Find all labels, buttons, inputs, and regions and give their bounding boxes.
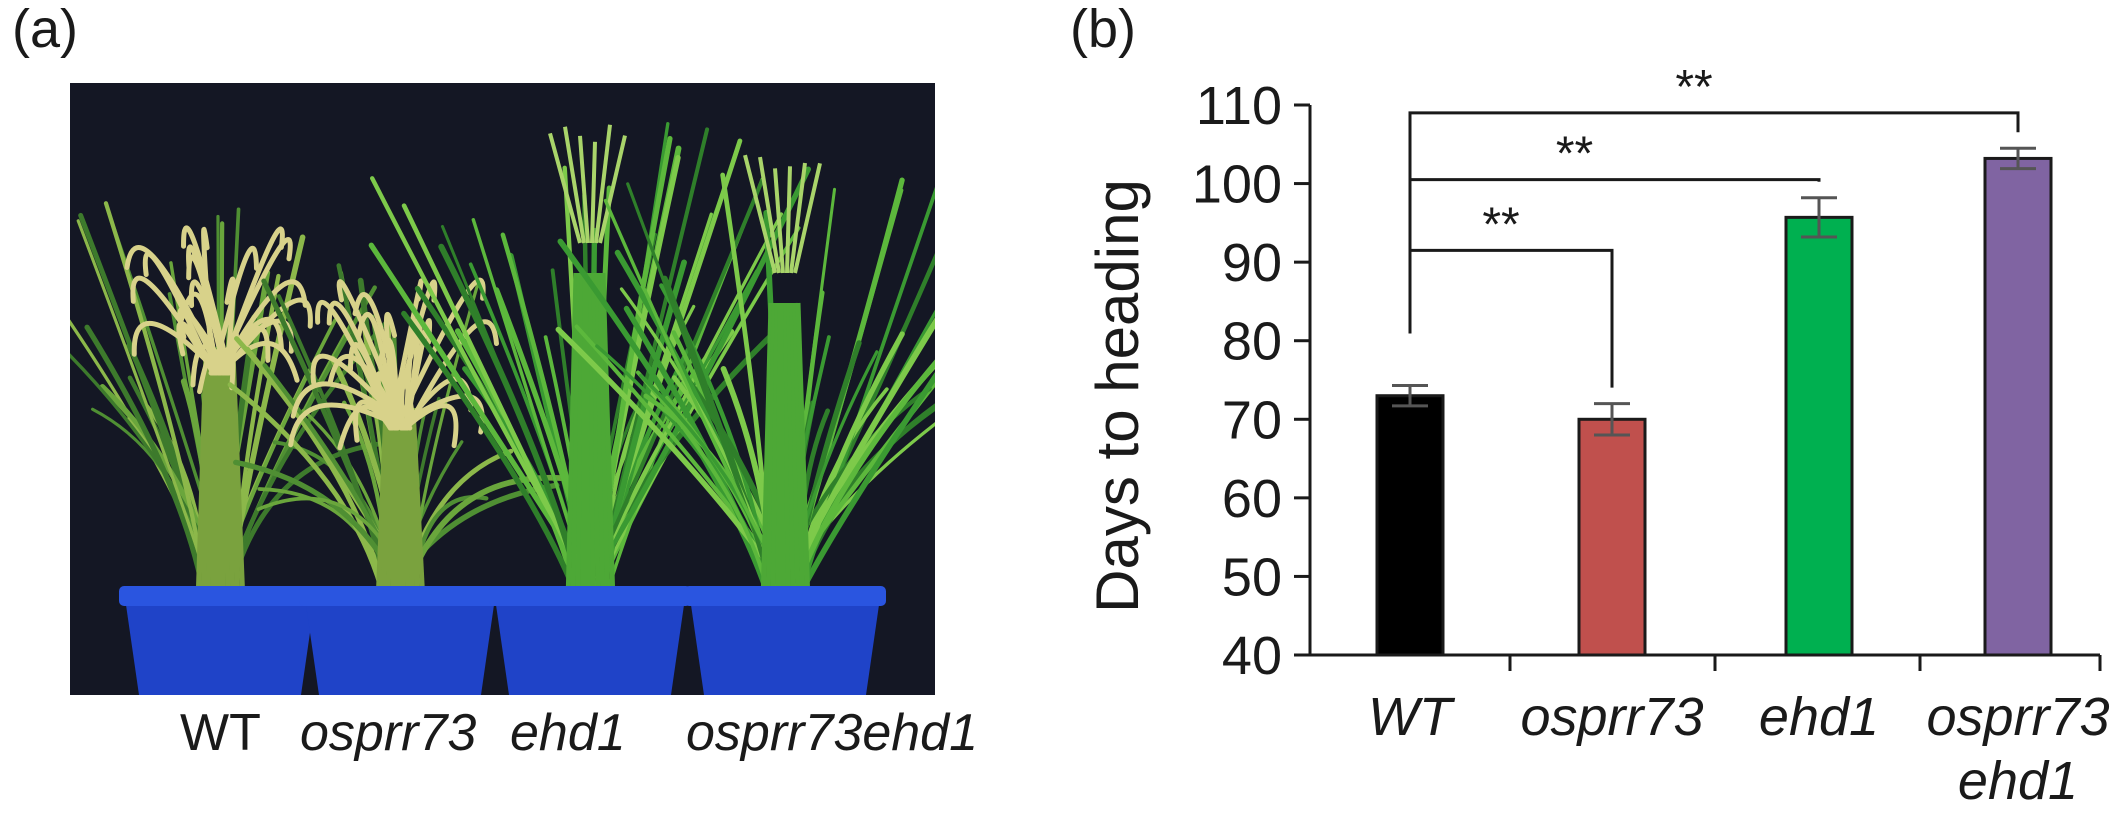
x-tick-label-3: ehd1 [1958,751,2078,811]
panel-label-b: (b) [1070,0,1136,59]
significance-bracket-1: ** [1408,128,1821,334]
y-tick-label: 40 [1222,626,1282,686]
pot-3 [690,598,880,695]
pot-0 [125,598,315,695]
x-tick-label-2: ehd1 [1759,687,1879,747]
pot-1 [305,598,495,695]
y-tick-label: 60 [1222,469,1282,529]
error-bar-1 [1594,402,1630,437]
error-bar-3 [2000,146,2036,171]
significance-bracket-2: ** [1408,61,2020,334]
pot-2 [495,598,685,695]
significance-label-1: ** [1556,128,1593,181]
panel-label-a: (a) [12,0,78,59]
y-tick-label: 50 [1222,547,1282,607]
plant-3 [555,154,935,695]
x-tick-label-3: osprr73 [1926,687,2109,747]
bar-1 [1577,417,1647,657]
bar-0 [1375,394,1445,657]
bar-2 [1784,215,1854,657]
photo-label-ehd1: ehd1 [510,704,626,762]
rice-plants-photo [70,83,935,695]
significance-label-0: ** [1482,198,1519,251]
y-tick-label: 100 [1192,155,1282,215]
y-axis-label: Days to heading [1084,179,1151,613]
plant-2 [368,122,812,695]
significance-label-2: ** [1675,61,1712,114]
significance-bracket-0: ** [1408,198,1614,388]
y-tick-label: 90 [1222,233,1282,293]
plant-1 [227,263,572,695]
error-bar-2 [1801,196,1837,239]
photo-label-osprr73: osprr73 [300,704,477,762]
y-tick-label: 80 [1222,312,1282,372]
bar-3 [1983,156,2053,657]
error-bar-0 [1392,384,1428,408]
x-tick-label-0: WT [1368,687,1456,747]
y-tick-label: 110 [1196,76,1282,136]
photo-label-wt: WT [180,704,261,762]
x-tick-label-1: osprr73 [1520,687,1703,747]
photo-label-osprr73ehd1: osprr73ehd1 [686,704,978,762]
y-tick-label: 70 [1222,390,1282,450]
